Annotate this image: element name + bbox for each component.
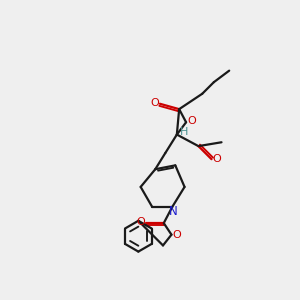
Text: O: O bbox=[150, 98, 159, 108]
Text: O: O bbox=[188, 116, 197, 126]
Text: O: O bbox=[136, 217, 145, 227]
Text: H: H bbox=[180, 127, 189, 137]
Text: O: O bbox=[172, 230, 181, 240]
Text: O: O bbox=[212, 154, 221, 164]
Text: N: N bbox=[169, 205, 177, 218]
